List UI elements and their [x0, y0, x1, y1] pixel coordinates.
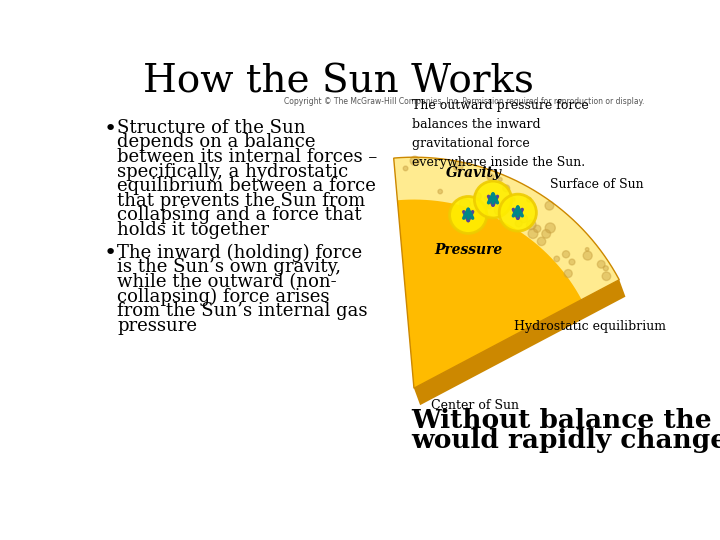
- Text: would rapidly change!: would rapidly change!: [412, 428, 720, 453]
- Circle shape: [545, 201, 554, 210]
- Circle shape: [495, 205, 505, 215]
- Circle shape: [403, 166, 408, 171]
- Text: The inward (holding) force: The inward (holding) force: [117, 244, 362, 262]
- Polygon shape: [414, 280, 626, 405]
- Circle shape: [474, 193, 481, 200]
- Circle shape: [410, 156, 420, 165]
- Circle shape: [545, 223, 555, 233]
- Circle shape: [498, 178, 502, 181]
- Circle shape: [499, 194, 536, 231]
- Text: between its internal forces –: between its internal forces –: [117, 148, 377, 166]
- Circle shape: [542, 230, 551, 238]
- Circle shape: [453, 161, 463, 171]
- Circle shape: [564, 269, 572, 278]
- Circle shape: [602, 272, 611, 280]
- Text: Surface of Sun: Surface of Sun: [550, 178, 644, 191]
- Text: that prevents the Sun from: that prevents the Sun from: [117, 192, 365, 210]
- Circle shape: [562, 251, 570, 258]
- Text: Hydrostatic equilibrium: Hydrostatic equilibrium: [514, 320, 666, 333]
- Circle shape: [583, 251, 592, 260]
- Text: •: •: [104, 244, 117, 264]
- Circle shape: [449, 197, 487, 233]
- Polygon shape: [394, 157, 619, 388]
- Text: Center of Sun: Center of Sun: [431, 399, 519, 411]
- Circle shape: [511, 198, 515, 201]
- Circle shape: [585, 248, 589, 251]
- Circle shape: [485, 204, 489, 207]
- Text: Without balance the Sun: Without balance the Sun: [412, 408, 720, 433]
- Circle shape: [520, 215, 528, 223]
- Text: The outward pressure force
balances the inward
gravitational force
everywhere in: The outward pressure force balances the …: [412, 99, 588, 170]
- Polygon shape: [394, 157, 619, 300]
- Circle shape: [537, 237, 546, 246]
- Circle shape: [569, 259, 575, 265]
- Circle shape: [485, 197, 488, 200]
- Text: How the Sun Works: How the Sun Works: [143, 63, 534, 100]
- Text: while the outward (non-: while the outward (non-: [117, 273, 337, 291]
- Circle shape: [554, 256, 559, 262]
- Circle shape: [526, 220, 536, 230]
- Circle shape: [507, 202, 510, 206]
- Polygon shape: [414, 280, 619, 388]
- Circle shape: [528, 229, 538, 239]
- Text: from the Sun’s internal gas: from the Sun’s internal gas: [117, 302, 368, 320]
- Circle shape: [527, 198, 531, 202]
- Circle shape: [603, 266, 608, 271]
- Text: collapsing and a force that: collapsing and a force that: [117, 206, 361, 225]
- Text: •: •: [104, 119, 117, 139]
- Text: depends on a balance: depends on a balance: [117, 133, 315, 151]
- Circle shape: [534, 225, 541, 232]
- Circle shape: [516, 220, 522, 227]
- Text: holds it together: holds it together: [117, 221, 269, 239]
- Circle shape: [466, 173, 469, 177]
- Circle shape: [459, 199, 470, 210]
- Text: collapsing) force arises: collapsing) force arises: [117, 287, 330, 306]
- Circle shape: [474, 181, 512, 218]
- Text: specifically, a hydrostatic: specifically, a hydrostatic: [117, 163, 348, 180]
- Text: Pressure: Pressure: [434, 244, 503, 258]
- Text: is the Sun’s own gravity,: is the Sun’s own gravity,: [117, 258, 341, 276]
- Text: Structure of the Sun: Structure of the Sun: [117, 119, 305, 137]
- Text: equilibrium between a force: equilibrium between a force: [117, 177, 376, 195]
- Text: Copyright © The McGraw-Hill Companies, Inc. Permission required for reproduction: Copyright © The McGraw-Hill Companies, I…: [284, 97, 644, 106]
- Circle shape: [438, 190, 443, 194]
- Circle shape: [503, 185, 510, 192]
- Text: pressure: pressure: [117, 316, 197, 335]
- Circle shape: [598, 260, 605, 268]
- Circle shape: [487, 174, 494, 180]
- Circle shape: [487, 205, 491, 209]
- Text: Gravity: Gravity: [446, 166, 502, 180]
